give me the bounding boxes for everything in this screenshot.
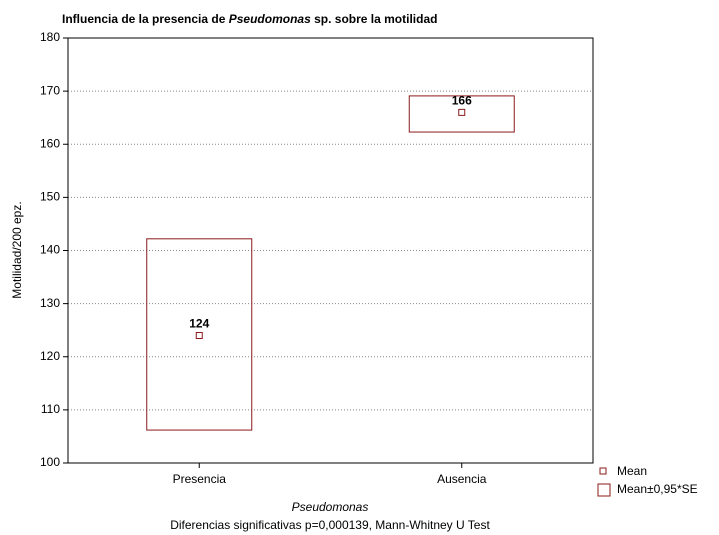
- footnote: Diferencias significativas p=0,000139, M…: [170, 518, 490, 532]
- data-label: 124: [189, 317, 209, 331]
- se-box: [408, 95, 515, 133]
- x-axis-label: Pseudomonas: [292, 500, 369, 514]
- mean-marker: [458, 108, 466, 116]
- x-tick-label: Presencia: [173, 472, 227, 486]
- legend-swatch: [599, 467, 607, 475]
- x-tick-label: Ausencia: [437, 472, 487, 486]
- y-tick-label: 170: [40, 83, 60, 97]
- y-tick-label: 150: [40, 190, 60, 204]
- chart-title: Influencia de la presencia de Pseudomona…: [62, 12, 437, 26]
- y-tick-label: 110: [41, 402, 60, 416]
- legend-label: Mean: [617, 464, 647, 478]
- y-tick-label: 140: [40, 243, 60, 257]
- y-axis-label: Motilidad/200 epz.: [10, 201, 24, 298]
- y-tick-label: 120: [40, 349, 60, 363]
- mean-marker: [195, 332, 203, 339]
- se-box: [146, 238, 253, 431]
- title-part: Pseudomonas: [229, 12, 311, 26]
- legend-swatch: [597, 483, 611, 497]
- y-tick-label: 180: [40, 30, 60, 44]
- plot-frame: [67, 37, 594, 464]
- legend-label: Mean±0,95*SE: [617, 482, 698, 496]
- y-tick-label: 130: [40, 296, 60, 310]
- title-part: Influencia de la presencia de: [62, 12, 229, 26]
- y-tick-label: 100: [40, 455, 60, 469]
- data-label: 166: [452, 94, 472, 108]
- title-part: sp. sobre la motilidad: [311, 12, 438, 26]
- y-tick-label: 160: [40, 136, 60, 150]
